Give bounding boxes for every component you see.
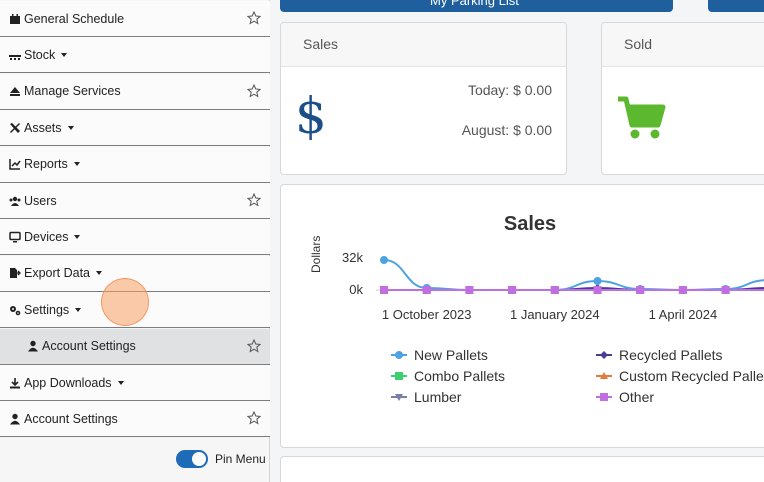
sidebar-item-manage-services[interactable]: Manage Services (0, 73, 270, 110)
download-icon (8, 376, 22, 390)
legend-marker (395, 351, 403, 359)
sold-card-title: Sold (602, 23, 764, 67)
sidebar-item-label: Account Settings (42, 339, 136, 354)
dollar-icon: $ (295, 87, 327, 145)
sidebar-item-reports[interactable]: Reports (0, 146, 270, 183)
x-tick-label: 1 April 2024 (649, 307, 718, 322)
caret-down-icon (117, 380, 124, 385)
user-icon (26, 339, 40, 353)
top-action-button[interactable] (708, 0, 764, 12)
favorite-star-icon[interactable] (247, 11, 261, 25)
toggle-knob (192, 452, 206, 466)
gears-icon (8, 303, 22, 317)
sidebar-item-label: Assets (24, 120, 62, 135)
caret-down-icon (96, 271, 103, 276)
data-point (636, 286, 645, 294)
user-icon (8, 412, 22, 426)
sidebar-item-users[interactable]: Users (0, 183, 270, 219)
y-tick-label: 32k (342, 250, 363, 265)
data-point (721, 286, 730, 294)
sidebar-item-account-settings[interactable]: Account Settings (0, 328, 270, 365)
sidebar-item-assets[interactable]: Assets (0, 110, 270, 147)
favorite-star-icon[interactable] (247, 83, 261, 98)
caret-down-icon (61, 52, 68, 57)
eject-icon (8, 84, 22, 98)
sales-line-chart: 32k 0k 1 October 2023 1 January 2024 1 April… (342, 250, 764, 405)
sidebar-item-general-schedule[interactable]: General Schedule (0, 1, 270, 37)
calendar-icon (8, 12, 22, 26)
sidebar-item-label: Users (24, 193, 57, 208)
data-point (465, 286, 474, 294)
sales-card: Sales $ Today: $ 0.00 August: $ 0.00 (280, 22, 567, 175)
sold-card: Sold (601, 22, 764, 175)
file-export-icon (8, 266, 22, 280)
sales-card-title: Sales (281, 23, 566, 67)
sidebar-item-label: Account Settings (24, 411, 118, 426)
data-point (550, 286, 559, 294)
shopping-cart-icon (618, 96, 666, 139)
sidebar-item-label: Settings (24, 302, 70, 317)
favorite-star-icon[interactable] (247, 193, 261, 207)
legend-marker (600, 351, 608, 359)
my-parking-list-label: My Parking List (430, 0, 519, 8)
sales-month: August: $ 0.00 (461, 122, 552, 138)
sidebar-item-label: Reports (24, 157, 68, 172)
legend-label: Combo Pallets (414, 368, 505, 384)
data-point (508, 286, 517, 294)
sidebar-item-label: App Downloads (24, 375, 112, 390)
x-tick-label: 1 October 2023 (382, 307, 472, 322)
caret-down-icon (74, 234, 81, 239)
chart-title: Sales (503, 213, 557, 235)
desktop-icon (8, 230, 22, 244)
caret-down-icon (67, 125, 74, 130)
sidebar-item-account-settings[interactable]: Account Settings (0, 401, 270, 438)
sidebar-item-label: Stock (24, 47, 56, 62)
chart-line-icon (8, 157, 22, 171)
legend-label: Custom Recycled Pallets (619, 368, 764, 384)
my-parking-list-button[interactable]: My Parking List (280, 0, 673, 12)
sales-today: Today: $ 0.00 (467, 82, 552, 98)
pin-menu-toggle[interactable]: Pin Menu (176, 450, 266, 468)
legend-label: Recycled Pallets (619, 347, 723, 363)
legend-marker (600, 393, 608, 401)
legend-marker (600, 372, 608, 379)
sales-chart-card: Sales Dollars 32k 0k 1 October 2023 1 Janua… (280, 184, 764, 448)
cursor-highlight (101, 278, 149, 326)
pallet-icon (8, 48, 22, 62)
y-tick-label: 0k (349, 282, 363, 297)
data-point (380, 286, 388, 294)
data-point (593, 277, 602, 285)
sidebar-item-devices[interactable]: Devices (0, 219, 270, 256)
toggle-switch[interactable] (176, 450, 208, 468)
legend-label: Lumber (414, 389, 462, 405)
sidebar-item-stock[interactable]: Stock (0, 37, 270, 74)
sidebar-item-app-downloads[interactable]: App Downloads (0, 365, 270, 401)
tools-icon (8, 121, 22, 135)
legend-marker (395, 394, 403, 401)
sidebar-item-label: Manage Services (24, 84, 121, 99)
data-point (380, 256, 388, 264)
legend-label: New Pallets (414, 347, 488, 363)
users-icon (8, 194, 22, 208)
data-point (593, 286, 602, 294)
favorite-star-icon[interactable] (247, 338, 261, 353)
legend-marker (395, 372, 403, 380)
legend-label: Other (619, 389, 654, 405)
caret-down-icon (73, 162, 80, 167)
data-point (422, 286, 431, 294)
data-point (678, 286, 687, 294)
pin-menu-label: Pin Menu (215, 452, 266, 466)
caret-down-icon (75, 307, 82, 312)
sidebar-item-label: Export Data (24, 266, 91, 281)
sidebar: General Schedule Stock Manage Services Asse… (0, 0, 270, 482)
next-card (280, 456, 764, 482)
x-tick-label: 1 January 2024 (510, 307, 600, 322)
series-line-new-pallets (383, 259, 764, 292)
sidebar-item-label: Devices (24, 229, 69, 244)
sidebar-item-label: General Schedule (24, 11, 125, 26)
favorite-star-icon[interactable] (247, 411, 261, 425)
